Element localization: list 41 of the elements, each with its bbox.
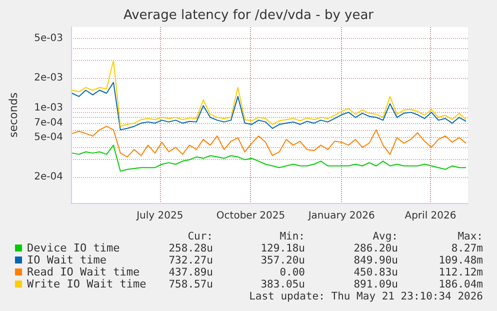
- text: Cur:: [188, 230, 213, 242]
- line-series: [71, 144, 467, 172]
- text: 112.12m: [438, 266, 483, 278]
- legend-label: Write IO Wait time: [27, 278, 146, 290]
- text: 357.20u: [260, 254, 305, 266]
- x-tick-label: January 2026: [307, 210, 375, 222]
- y-tick-label: 1e-03: [34, 102, 63, 114]
- text: Max:: [458, 230, 483, 242]
- text: 450.83u: [354, 266, 398, 278]
- y-tick-label: 5e-04: [34, 132, 63, 144]
- y-tick-label: 2e-03: [34, 72, 63, 84]
- text: 758.57u: [168, 278, 213, 290]
- text: 891.09u: [354, 278, 398, 290]
- text: 286.20u: [354, 242, 398, 254]
- text: 732.27u: [168, 254, 213, 266]
- text: 186.04m: [438, 278, 483, 290]
- line-series: [71, 60, 467, 127]
- line-series: [71, 82, 467, 130]
- legend-label: Device IO time: [27, 242, 120, 254]
- y-tick-label: 5e-03: [34, 32, 63, 44]
- text: 109.48m: [438, 254, 483, 266]
- text: Last update: Thu May 21 23:10:34 2026: [249, 290, 483, 302]
- text: 383.05u: [260, 278, 305, 290]
- text: Avg:: [372, 230, 398, 242]
- y-axis-title: seconds: [7, 92, 20, 138]
- x-tick-label: July 2025: [136, 210, 184, 222]
- y-tick-label: 2e-04: [34, 172, 63, 183]
- x-tick-label: October 2025: [216, 210, 286, 222]
- y-tick-label: 7e-04: [34, 118, 63, 129]
- text: 437.89u: [168, 266, 213, 278]
- text: 8.27m: [451, 242, 483, 254]
- x-tick-label: April 2026: [404, 210, 456, 222]
- legend-label: IO Wait time: [27, 254, 106, 266]
- chart-title: Average latency for /dev/vda - by year: [123, 8, 374, 23]
- text: 129.18u: [260, 242, 305, 254]
- text: Min:: [280, 230, 305, 242]
- line-series: [71, 126, 467, 158]
- legend-label: Read IO Wait time: [27, 266, 140, 278]
- text: 0.00: [280, 266, 305, 278]
- text: 849.90u: [354, 254, 398, 266]
- text: 258.28u: [168, 242, 213, 254]
